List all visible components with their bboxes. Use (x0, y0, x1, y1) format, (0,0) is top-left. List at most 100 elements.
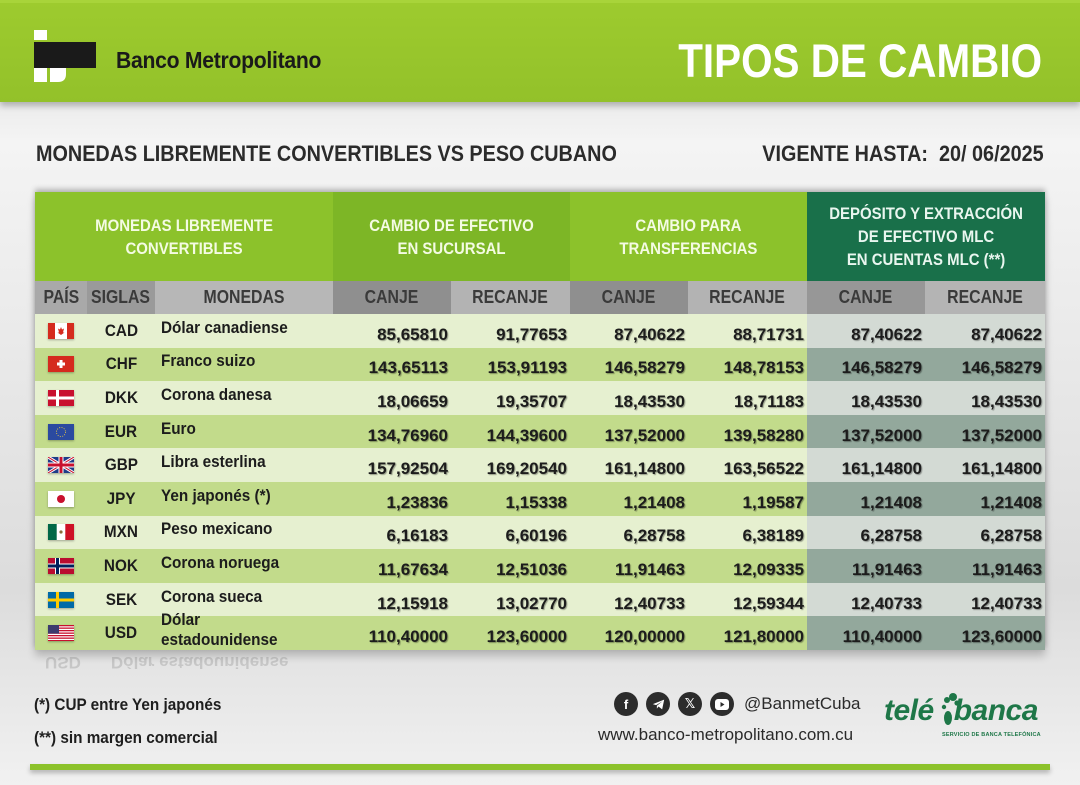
rate-transfer-canje: 18,43530 (570, 381, 688, 415)
currency-code: CAD (87, 314, 155, 348)
currency-name: Corona sueca (155, 582, 333, 617)
rate-cash-canje: 157,92504 (333, 448, 451, 482)
column-header-canje: CANJE (570, 281, 688, 314)
table-row: SEK Corona sueca 12,15918 13,02770 12,40733 1… (35, 582, 1045, 617)
rate-cash-recanje: 123,60000 (451, 616, 570, 650)
canada-flag-icon (48, 322, 74, 339)
bank-name: Banco Metropolitano (116, 47, 322, 73)
group-header-currencies: MONEDAS LIBREMENTE CONVERTIBLES (35, 192, 333, 281)
rate-transfer-canje: 161,14800 (570, 448, 688, 482)
currency-name: Yen japonés (*) (155, 481, 333, 516)
page-title: TIPOS DE CAMBIO (678, 34, 1042, 87)
table-reflection: USD Dólar estadounidense (45, 653, 289, 672)
rate-cash-recanje: 13,02770 (451, 582, 570, 617)
rate-transfer-recanje: 18,71183 (688, 381, 807, 415)
rate-mlc-canje: 110,40000 (807, 616, 925, 650)
website-link[interactable]: www.banco-metropolitano.com.cu (598, 725, 854, 744)
rate-mlc-recanje: 6,28758 (925, 515, 1045, 550)
facebook-icon[interactable]: f (614, 692, 638, 716)
social-handle[interactable]: @BanmetCuba (744, 694, 861, 713)
rate-mlc-canje: 11,91463 (807, 549, 925, 583)
social-links: f 𝕏 @BanmetCuba (614, 692, 861, 716)
table-row: MXN Peso mexicano 6,16183 6,60196 6,28758 6,3… (35, 515, 1045, 550)
table-row: GBP Libra esterlina 157,92504 169,20540 161,… (35, 448, 1045, 482)
rate-cash-recanje: 1,15338 (451, 481, 570, 516)
currency-code: EUR (87, 414, 155, 449)
flag-cell (35, 616, 87, 650)
valid-until: VIGENTE HASTA: 20/ 06/2025 (763, 141, 1044, 167)
rate-transfer-canje: 137,52000 (570, 414, 688, 449)
rate-transfer-canje: 1,21408 (570, 481, 688, 516)
rate-cash-recanje: 6,60196 (451, 515, 570, 550)
table-row: CHF Franco suizo 143,65113 153,91193 146,582… (35, 347, 1045, 382)
table-row: CAD Dólar canadiense 85,65810 91,77653 87,40… (35, 314, 1045, 348)
column-header-pais: PAÍS (35, 281, 87, 314)
rate-cash-recanje: 12,51036 (451, 549, 570, 583)
column-header-recanje: RECANJE (451, 281, 570, 314)
currency-name: Euro (155, 414, 333, 449)
table-row: NOK Corona noruega 11,67634 12,51036 11,9146… (35, 549, 1045, 583)
rate-cash-canje: 1,23836 (333, 481, 451, 516)
rate-transfer-canje: 12,40733 (570, 582, 688, 617)
rate-transfer-recanje: 148,78153 (688, 347, 807, 382)
footprint-icon (941, 693, 960, 725)
rate-mlc-recanje: 123,60000 (925, 616, 1045, 650)
currency-code: GBP (87, 448, 155, 482)
column-header-recanje: RECANJE (925, 281, 1045, 314)
rate-transfer-canje: 146,58279 (570, 347, 688, 382)
flag-cell (35, 582, 87, 617)
rate-mlc-canje: 146,58279 (807, 347, 925, 382)
rate-mlc-canje: 161,14800 (807, 448, 925, 482)
youtube-icon[interactable] (710, 692, 734, 716)
rate-mlc-recanje: 12,40733 (925, 582, 1045, 617)
currency-code: NOK (87, 549, 155, 583)
rate-cash-canje: 18,06659 (333, 381, 451, 415)
table-body: CAD Dólar canadiense 85,65810 91,77653 87,40… (35, 314, 1045, 650)
rate-cash-canje: 6,16183 (333, 515, 451, 550)
denmark-flag-icon (48, 389, 74, 406)
flag-cell (35, 549, 87, 583)
currency-name: Dólar estadounidense (155, 610, 333, 650)
rate-cash-recanje: 144,39600 (451, 414, 570, 449)
group-header-row: MONEDAS LIBREMENTE CONVERTIBLES CAMBIO D… (35, 192, 1045, 281)
table-row: EUR Euro 134,76960 144,39600 137,52000 139,58… (35, 414, 1045, 449)
rate-transfer-canje: 120,00000 (570, 616, 688, 650)
currency-code: CHF (87, 347, 155, 382)
rate-mlc-recanje: 146,58279 (925, 347, 1045, 382)
rate-mlc-recanje: 1,21408 (925, 481, 1045, 516)
rate-mlc-recanje: 87,40622 (925, 314, 1045, 348)
rate-mlc-canje: 12,40733 (807, 582, 925, 617)
flag-cell (35, 381, 87, 415)
rate-transfer-recanje: 12,09335 (688, 549, 807, 583)
rate-transfer-recanje: 88,71731 (688, 314, 807, 348)
currency-code: DKK (87, 381, 155, 415)
column-header-siglas: SIGLAS (87, 281, 155, 314)
rate-mlc-recanje: 18,43530 (925, 381, 1045, 415)
table-row: DKK Corona danesa 18,06659 19,35707 18,43530… (35, 381, 1045, 415)
currency-name: Corona noruega (155, 549, 333, 583)
telegram-icon[interactable] (646, 692, 670, 716)
footnote-mlc: (**) sin margen comercial (34, 728, 218, 747)
currency-name: Corona danesa (155, 381, 333, 415)
rate-cash-canje: 12,15918 (333, 582, 451, 617)
rate-mlc-canje: 87,40622 (807, 314, 925, 348)
flag-cell (35, 414, 87, 449)
flag-cell (35, 347, 87, 382)
norway-flag-icon (48, 557, 74, 574)
valid-until-date: 20/ 06/2025 (939, 141, 1044, 166)
currency-name: Franco suizo (155, 347, 333, 382)
footer-bar (30, 764, 1050, 770)
rate-mlc-canje: 18,43530 (807, 381, 925, 415)
column-header-recanje: RECANJE (688, 281, 807, 314)
rate-transfer-recanje: 6,38189 (688, 515, 807, 550)
rate-mlc-recanje: 11,91463 (925, 549, 1045, 583)
header-bar: Banco Metropolitano TIPOS DE CAMBIO (0, 0, 1080, 102)
rate-transfer-canje: 6,28758 (570, 515, 688, 550)
column-header-canje: CANJE (807, 281, 925, 314)
uk-flag-icon (48, 457, 74, 474)
group-header-cash-branch: CAMBIO DE EFECTIVO EN SUCURSAL (333, 192, 570, 281)
flag-cell (35, 481, 87, 516)
rate-mlc-canje: 1,21408 (807, 481, 925, 516)
x-icon[interactable]: 𝕏 (678, 692, 702, 716)
rate-cash-recanje: 91,77653 (451, 314, 570, 348)
